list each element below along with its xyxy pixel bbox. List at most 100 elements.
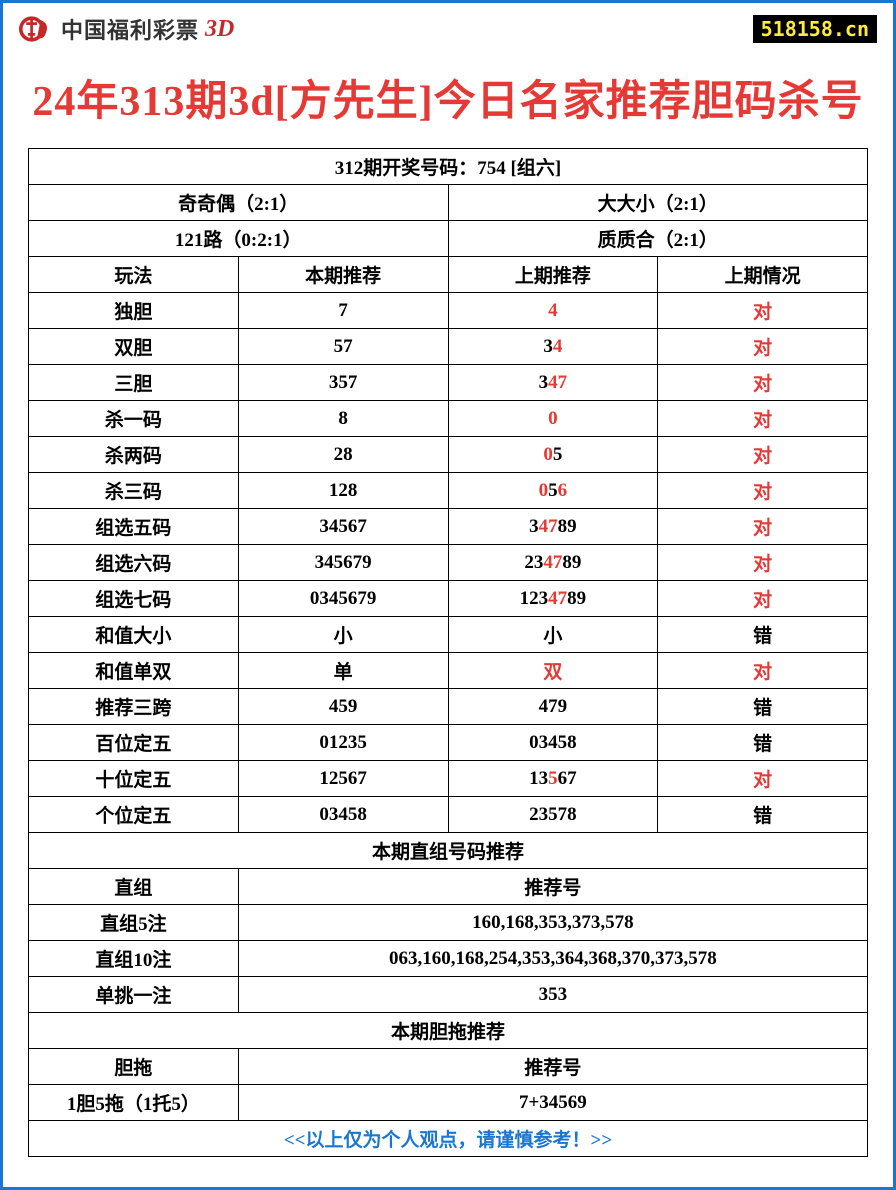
current-pick: 12567 [238, 761, 448, 797]
result: 错 [658, 725, 868, 761]
combo-value: 063,160,168,254,353,364,368,370,373,578 [238, 941, 867, 977]
combo-type: 直组5注 [29, 905, 239, 941]
prev-pick: 056 [448, 473, 658, 509]
table-row: 1胆5拖（1托5）7+34569 [29, 1085, 868, 1121]
result: 对 [658, 293, 868, 329]
current-pick: 57 [238, 329, 448, 365]
table-row: 组选六码345679234789对 [29, 545, 868, 581]
prev-pick: 0 [448, 401, 658, 437]
play-type: 和值大小 [29, 617, 239, 653]
current-pick: 0345679 [238, 581, 448, 617]
prev-pick: 23578 [448, 797, 658, 833]
lottery-logo-icon [19, 11, 55, 47]
current-pick: 小 [238, 617, 448, 653]
play-type: 独胆 [29, 293, 239, 329]
logo-text: 中国福利彩票 [61, 13, 199, 45]
table-row: 和值单双单双对 [29, 653, 868, 689]
table-row: 组选七码03456791234789对 [29, 581, 868, 617]
prev-pick: 4 [448, 293, 658, 329]
combo-type: 单挑一注 [29, 977, 239, 1013]
play-type: 组选六码 [29, 545, 239, 581]
play-type: 杀一码 [29, 401, 239, 437]
table-row: 直组10注063,160,168,254,353,364,368,370,373… [29, 941, 868, 977]
section3-col-row: 胆拖 推荐号 [29, 1049, 868, 1085]
section-header: 本期直组号码推荐 [29, 833, 868, 869]
table-row: 个位定五0345823578错 [29, 797, 868, 833]
current-pick: 01235 [238, 725, 448, 761]
table-row: 杀一码80对 [29, 401, 868, 437]
play-type: 杀两码 [29, 437, 239, 473]
table-row: 组选五码3456734789对 [29, 509, 868, 545]
section2-header-row: 本期直组号码推荐 [29, 833, 868, 869]
section3-header-row: 本期胆拖推荐 [29, 1013, 868, 1049]
draw-header: 312期开奖号码：754 [组六] [29, 149, 868, 185]
table-row: 单挑一注353 [29, 977, 868, 1013]
current-pick: 03458 [238, 797, 448, 833]
col-header: 上期情况 [658, 257, 868, 293]
draw-header-row: 312期开奖号码：754 [组六] [29, 149, 868, 185]
table-row: 杀两码2805对 [29, 437, 868, 473]
prev-pick: 03458 [448, 725, 658, 761]
column-header-row: 玩法 本期推荐 上期推荐 上期情况 [29, 257, 868, 293]
header: 中国福利彩票 3D 518158.cn [3, 3, 893, 55]
prev-pick: 34 [448, 329, 658, 365]
result: 对 [658, 653, 868, 689]
prev-pick: 05 [448, 437, 658, 473]
combo-type: 直组10注 [29, 941, 239, 977]
result: 对 [658, 473, 868, 509]
current-pick: 345679 [238, 545, 448, 581]
site-badge: 518158.cn [753, 15, 877, 43]
summary-cell: 大大小（2:1） [448, 185, 868, 221]
result: 对 [658, 329, 868, 365]
current-pick: 8 [238, 401, 448, 437]
play-type: 十位定五 [29, 761, 239, 797]
current-pick: 单 [238, 653, 448, 689]
prev-pick: 双 [448, 653, 658, 689]
summary-cell: 奇奇偶（2:1） [29, 185, 449, 221]
play-type: 和值单双 [29, 653, 239, 689]
result: 对 [658, 761, 868, 797]
table-row: 杀三码128056对 [29, 473, 868, 509]
footer-row: <<以上仅为个人观点，请谨慎参考！>> [29, 1121, 868, 1157]
combo-value: 160,168,353,373,578 [238, 905, 867, 941]
play-type: 百位定五 [29, 725, 239, 761]
play-type: 组选七码 [29, 581, 239, 617]
current-pick: 7 [238, 293, 448, 329]
prev-pick: 小 [448, 617, 658, 653]
summary-cell: 121路（0:2:1） [29, 221, 449, 257]
play-type: 双胆 [29, 329, 239, 365]
col-header: 推荐号 [238, 869, 867, 905]
table-row: 独胆74对 [29, 293, 868, 329]
prev-pick: 347 [448, 365, 658, 401]
prev-pick: 13567 [448, 761, 658, 797]
prev-pick: 1234789 [448, 581, 658, 617]
col-header: 直组 [29, 869, 239, 905]
col-header: 推荐号 [238, 1049, 867, 1085]
col-header: 本期推荐 [238, 257, 448, 293]
table-row: 十位定五1256713567对 [29, 761, 868, 797]
summary-row-2: 121路（0:2:1） 质质合（2:1） [29, 221, 868, 257]
current-pick: 28 [238, 437, 448, 473]
summary-cell: 质质合（2:1） [448, 221, 868, 257]
result: 错 [658, 617, 868, 653]
play-type: 推荐三跨 [29, 689, 239, 725]
current-pick: 34567 [238, 509, 448, 545]
play-type: 杀三码 [29, 473, 239, 509]
table-row: 和值大小小小错 [29, 617, 868, 653]
result: 错 [658, 689, 868, 725]
table-row: 双胆5734对 [29, 329, 868, 365]
logo-area: 中国福利彩票 3D [19, 11, 234, 47]
table-row: 推荐三跨459479错 [29, 689, 868, 725]
result: 对 [658, 509, 868, 545]
footer-note: <<以上仅为个人观点，请谨慎参考！>> [29, 1121, 868, 1157]
section-header: 本期胆拖推荐 [29, 1013, 868, 1049]
summary-row-1: 奇奇偶（2:1） 大大小（2:1） [29, 185, 868, 221]
section2-col-row: 直组 推荐号 [29, 869, 868, 905]
main-table: 312期开奖号码：754 [组六] 奇奇偶（2:1） 大大小（2:1） 121路… [28, 148, 868, 1157]
result: 对 [658, 545, 868, 581]
current-pick: 128 [238, 473, 448, 509]
result: 对 [658, 365, 868, 401]
result: 错 [658, 797, 868, 833]
dantuo-type: 1胆5拖（1托5） [29, 1085, 239, 1121]
result: 对 [658, 401, 868, 437]
